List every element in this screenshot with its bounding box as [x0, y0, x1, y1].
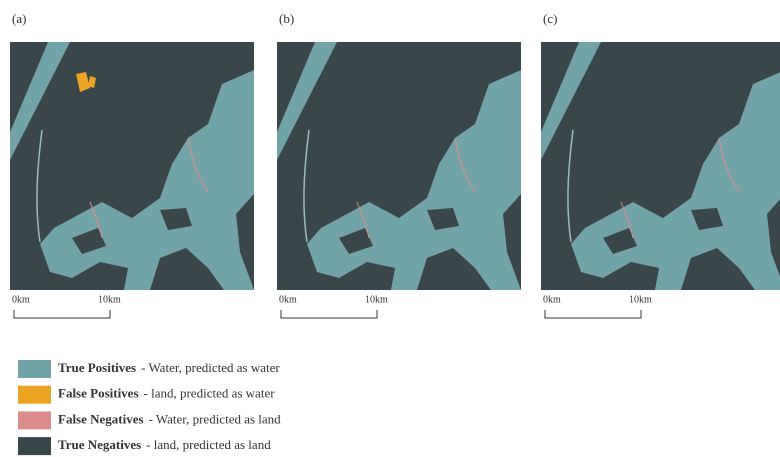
legend-swatch: [18, 411, 51, 429]
legend-term: False Negatives: [58, 411, 144, 426]
panel-b: [277, 42, 521, 290]
scale-label: 0km: [543, 294, 561, 305]
legend-description: - Water, predicted as land: [149, 411, 282, 426]
scale-label: 10km: [98, 294, 121, 305]
scale-bar: [545, 310, 641, 318]
legend-description: - land, predicted as water: [144, 386, 276, 401]
scale-label: 0km: [279, 294, 297, 305]
legend-swatch: [18, 360, 51, 378]
legend-swatch: [18, 386, 51, 404]
scale-label: 10km: [629, 294, 652, 305]
legend-description: - Water, predicted as water: [141, 360, 280, 375]
legend-description: - land, predicted as land: [146, 437, 271, 452]
legend-text: True Negatives - land, predicted as land: [58, 437, 271, 452]
scale-bar: [14, 310, 110, 318]
legend-text: True Positives - Water, predicted as wate…: [58, 360, 280, 375]
legend-term: True Negatives: [58, 437, 141, 452]
scale-bar: [281, 310, 377, 318]
figure: (a) 0km 10km (b) 0km 10km (c) 0km 10km True Posit…: [0, 0, 780, 457]
panel-a: [10, 42, 254, 290]
legend-text: False Positives - land, predicted as wate…: [58, 386, 275, 401]
panel-label: (a): [12, 11, 26, 26]
panel-label: (c): [543, 11, 557, 26]
legend-swatch: [18, 437, 51, 455]
scale-label: 0km: [12, 294, 30, 305]
scale-label: 10km: [365, 294, 388, 305]
legend-term: False Positives: [58, 386, 139, 401]
legend-term: True Positives: [58, 360, 136, 375]
panel-label: (b): [279, 11, 294, 26]
panel-c: [541, 42, 780, 290]
legend-text: False Negatives - Water, predicted as lan…: [58, 411, 281, 426]
